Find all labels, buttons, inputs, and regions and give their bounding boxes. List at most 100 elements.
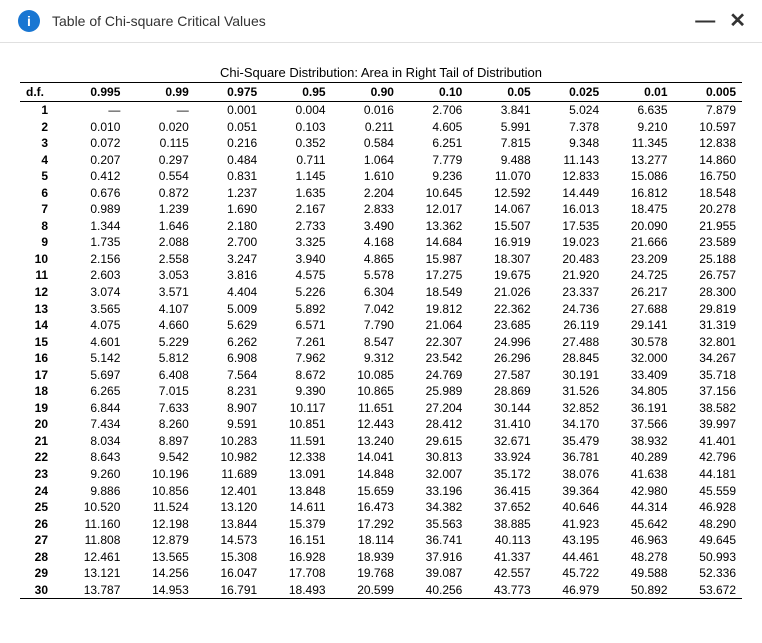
value-cell: 14.848	[332, 466, 400, 483]
value-cell: 28.412	[400, 416, 468, 433]
table-row: 91.7352.0882.7003.3254.16814.68416.91919…	[20, 234, 742, 251]
value-cell: 11.070	[468, 168, 536, 185]
value-cell: 10.117	[263, 400, 331, 417]
value-cell: 3.940	[263, 251, 331, 268]
value-cell: 15.507	[468, 218, 536, 235]
value-cell: 6.304	[332, 284, 400, 301]
value-cell: 19.023	[537, 234, 605, 251]
value-cell: 45.722	[537, 565, 605, 582]
titlebar: i Table of Chi-square Critical Values — …	[0, 0, 762, 43]
close-button[interactable]: ✕	[729, 11, 746, 31]
value-cell: 5.892	[263, 301, 331, 318]
value-cell: 18.114	[332, 532, 400, 549]
value-cell: 10.851	[263, 416, 331, 433]
value-cell: 10.196	[126, 466, 194, 483]
value-cell: 40.289	[605, 449, 673, 466]
value-cell: 24.769	[400, 367, 468, 384]
table-row: 50.4120.5540.8311.1451.6109.23611.07012.…	[20, 168, 742, 185]
value-cell: 0.103	[263, 119, 331, 136]
value-cell: 36.415	[468, 483, 536, 500]
value-cell: 42.980	[605, 483, 673, 500]
value-cell: 35.718	[674, 367, 742, 384]
value-cell: 0.711	[263, 152, 331, 169]
alpha-header: 0.005	[674, 83, 742, 102]
value-cell: 14.684	[400, 234, 468, 251]
value-cell: 5.697	[58, 367, 126, 384]
value-cell: 41.401	[674, 433, 742, 450]
value-cell: 41.337	[468, 549, 536, 566]
table-row: 81.3441.6462.1802.7333.49013.36215.50717…	[20, 218, 742, 235]
value-cell: 19.675	[468, 267, 536, 284]
value-cell: 40.646	[537, 499, 605, 516]
df-cell: 21	[20, 433, 58, 450]
df-cell: 5	[20, 168, 58, 185]
value-cell: 39.364	[537, 483, 605, 500]
value-cell: 13.120	[195, 499, 263, 516]
value-cell: 27.204	[400, 400, 468, 417]
value-cell: 24.736	[537, 301, 605, 318]
value-cell: 14.041	[332, 449, 400, 466]
value-cell: 11.689	[195, 466, 263, 483]
value-cell: 0.352	[263, 135, 331, 152]
value-cell: 32.852	[537, 400, 605, 417]
value-cell: 5.142	[58, 350, 126, 367]
df-cell: 10	[20, 251, 58, 268]
value-cell: 10.597	[674, 119, 742, 136]
value-cell: 30.191	[537, 367, 605, 384]
value-cell: 23.337	[537, 284, 605, 301]
value-cell: 7.434	[58, 416, 126, 433]
value-cell: 45.642	[605, 516, 673, 533]
value-cell: 16.013	[537, 201, 605, 218]
value-cell: 41.923	[537, 516, 605, 533]
df-cell: 26	[20, 516, 58, 533]
value-cell: —	[58, 102, 126, 119]
table-row: 249.88610.85612.40113.84815.65933.19636.…	[20, 483, 742, 500]
value-cell: 26.119	[537, 317, 605, 334]
value-cell: 33.924	[468, 449, 536, 466]
table-row: 239.26010.19611.68913.09114.84832.00735.…	[20, 466, 742, 483]
table-row: 60.6760.8721.2371.6352.20410.64512.59214…	[20, 185, 742, 202]
value-cell: 4.168	[332, 234, 400, 251]
table-row: 112.6033.0533.8164.5755.57817.27519.6752…	[20, 267, 742, 284]
value-cell: 23.542	[400, 350, 468, 367]
value-cell: 8.231	[195, 383, 263, 400]
value-cell: 4.601	[58, 334, 126, 351]
value-cell: 49.588	[605, 565, 673, 582]
value-cell: 31.319	[674, 317, 742, 334]
value-cell: 16.919	[468, 234, 536, 251]
value-cell: 17.535	[537, 218, 605, 235]
value-cell: 50.993	[674, 549, 742, 566]
df-cell: 4	[20, 152, 58, 169]
value-cell: 3.571	[126, 284, 194, 301]
value-cell: 33.409	[605, 367, 673, 384]
value-cell: 29.615	[400, 433, 468, 450]
value-cell: 0.412	[58, 168, 126, 185]
df-cell: 11	[20, 267, 58, 284]
value-cell: 10.085	[332, 367, 400, 384]
value-cell: 46.928	[674, 499, 742, 516]
value-cell: 13.091	[263, 466, 331, 483]
alpha-header: 0.025	[537, 83, 605, 102]
value-cell: 37.156	[674, 383, 742, 400]
value-cell: 9.260	[58, 466, 126, 483]
value-cell: 17.275	[400, 267, 468, 284]
value-cell: 35.479	[537, 433, 605, 450]
table-header-row: d.f. 0.995 0.99 0.975 0.95 0.90 0.10 0.0…	[20, 83, 742, 102]
value-cell: 20.278	[674, 201, 742, 218]
value-cell: 13.848	[263, 483, 331, 500]
value-cell: 2.700	[195, 234, 263, 251]
value-cell: 5.812	[126, 350, 194, 367]
value-cell: 0.207	[58, 152, 126, 169]
minimize-button[interactable]: —	[695, 11, 715, 31]
value-cell: 4.865	[332, 251, 400, 268]
value-cell: 15.308	[195, 549, 263, 566]
value-cell: 2.833	[332, 201, 400, 218]
value-cell: 18.548	[674, 185, 742, 202]
value-cell: 7.790	[332, 317, 400, 334]
value-cell: 9.542	[126, 449, 194, 466]
content-area: Chi-Square Distribution: Area in Right T…	[0, 43, 762, 609]
alpha-header: 0.95	[263, 83, 331, 102]
value-cell: 1.690	[195, 201, 263, 218]
df-cell: 3	[20, 135, 58, 152]
df-cell: 19	[20, 400, 58, 417]
